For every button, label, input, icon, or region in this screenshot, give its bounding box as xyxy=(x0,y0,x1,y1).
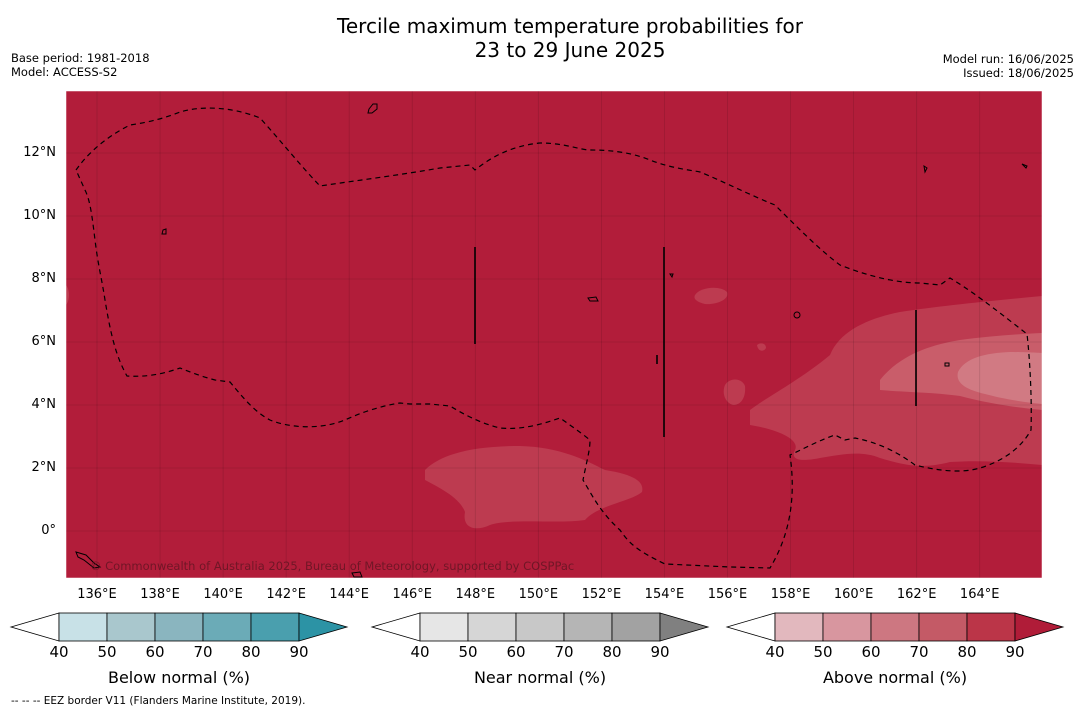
map-frame xyxy=(65,90,1043,579)
model-text: Model: ACCESS-S2 xyxy=(11,65,118,79)
colorbar-tick-label: 60 xyxy=(861,643,881,661)
colorbar-tick-label: 70 xyxy=(554,643,574,661)
longitude-tick-label: 158°E xyxy=(770,587,811,602)
colorbar-segment xyxy=(611,612,661,642)
colorbars xyxy=(9,612,1065,642)
longitude-tick-label: 150°E xyxy=(518,587,559,602)
colorbar-tick-label: 80 xyxy=(957,643,977,661)
island-1 xyxy=(367,103,378,114)
colorbar-title: Above normal (%) xyxy=(822,668,968,687)
colorbar-low-extension xyxy=(370,612,421,642)
island-5 xyxy=(75,551,102,569)
eez-footnote: -- -- -- EEZ border V11 (Flanders Marine… xyxy=(11,695,306,707)
colorbar-high-extension xyxy=(298,612,349,642)
longitude-tick-label: 144°E xyxy=(329,587,369,602)
shade-blob-2 xyxy=(723,379,746,405)
longitude-tick-label: 160°E xyxy=(833,587,874,602)
island-7 xyxy=(944,362,950,367)
colorbar-tick-label: 80 xyxy=(241,643,261,661)
shade-blob-1 xyxy=(694,287,728,305)
latitude-tick-label: 8°N xyxy=(31,271,57,286)
longitude-tick-label: 148°E xyxy=(455,587,496,602)
longitude-tick-label: 154°E xyxy=(644,587,685,602)
island-8 xyxy=(1021,163,1028,169)
colorbar-tick-label: 90 xyxy=(650,643,670,661)
colorbar-tick-label: 50 xyxy=(458,643,478,661)
colorbar-tick-label: 60 xyxy=(506,643,526,661)
colorbar-tick-label: 60 xyxy=(145,643,165,661)
longitude-tick-label: 162°E xyxy=(896,587,937,602)
latitude-tick-label: 12°N xyxy=(23,145,56,160)
island-2 xyxy=(161,228,167,235)
shade-east-3 xyxy=(957,352,1042,404)
colorbar-low-extension xyxy=(725,612,776,642)
colorbar-segment xyxy=(918,612,968,642)
longitude-tick-label: 152°E xyxy=(581,587,622,602)
colorbar-segment xyxy=(154,612,204,642)
island-10 xyxy=(669,273,674,279)
longitude-tick-label: 146°E xyxy=(392,587,433,602)
island-6 xyxy=(351,571,363,578)
longitude-tick-label: 140°E xyxy=(203,587,243,602)
shade-blob-3 xyxy=(757,343,766,351)
colorbar-segment xyxy=(58,612,108,642)
colorbar-high-extension xyxy=(659,612,710,642)
latitude-tick-label: 2°N xyxy=(31,460,57,475)
meta-right: Model run: 16/06/2025 Issued: 18/06/2025 xyxy=(943,52,1074,80)
colorbar-tick-label: 50 xyxy=(97,643,117,661)
model-run-text: Model run: 16/06/2025 xyxy=(942,52,1074,66)
issued-text: Issued: 18/06/2025 xyxy=(963,66,1074,80)
colorbar-segment xyxy=(870,612,920,642)
colorbar-title: Near normal (%) xyxy=(473,668,607,687)
colorbar-segment xyxy=(822,612,872,642)
colorbar-high-extension xyxy=(1014,612,1065,642)
colorbar-segment xyxy=(467,612,517,642)
colorbar-tick-label: 40 xyxy=(410,643,430,661)
island-9 xyxy=(923,164,928,174)
longitude-tick-label: 156°E xyxy=(707,587,748,602)
colorbar-tick-label: 90 xyxy=(1005,643,1025,661)
longitude-tick-label: 164°E xyxy=(959,587,1000,602)
colorbar-tick-label: 40 xyxy=(49,643,69,661)
colorbar-tick-label: 90 xyxy=(289,643,309,661)
colorbar-tick-label: 70 xyxy=(193,643,213,661)
island-3 xyxy=(587,296,599,302)
map-title: Tercile maximum temperature probabilitie… xyxy=(0,14,1085,62)
colorbar-title: Below normal (%) xyxy=(107,668,251,687)
latitude-tick-label: 10°N xyxy=(23,208,56,223)
base-period-text: Base period: 1981-2018 xyxy=(11,51,150,65)
latitude-tick-label: 6°N xyxy=(31,334,57,349)
islands xyxy=(75,103,1028,578)
colorbar-segment xyxy=(563,612,613,642)
meta-left: Base period: 1981-2018 Model: ACCESS-S2 xyxy=(11,51,150,79)
colorbar-tick-label: 40 xyxy=(765,643,785,661)
island-4 xyxy=(793,311,801,319)
colorbar-segment xyxy=(515,612,565,642)
title-line-1: Tercile maximum temperature probabilitie… xyxy=(337,14,803,38)
colorbar-segment xyxy=(419,612,469,642)
colorbar-segment xyxy=(966,612,1016,642)
colorbar-low-extension xyxy=(9,612,60,642)
colorbar-tick-label: 80 xyxy=(602,643,622,661)
colorbar-tick-label: 70 xyxy=(909,643,929,661)
shade-west-edge xyxy=(66,285,69,305)
colorbar-segment xyxy=(202,612,252,642)
eez-border xyxy=(75,107,1032,569)
colorbar-tick-label: 50 xyxy=(813,643,833,661)
latitude-tick-label: 0° xyxy=(41,523,56,538)
title-line-2: 23 to 29 June 2025 xyxy=(474,38,666,62)
longitude-tick-label: 136°E xyxy=(77,587,117,602)
vertical-lines xyxy=(474,247,917,437)
shade-south xyxy=(425,446,643,529)
colorbar-segment xyxy=(774,612,824,642)
colorbar-segment xyxy=(250,612,300,642)
longitude-tick-label: 138°E xyxy=(140,587,180,602)
latitude-tick-label: 4°N xyxy=(31,397,57,412)
colorbar-segment xyxy=(106,612,156,642)
longitude-tick-label: 142°E xyxy=(266,587,306,602)
copyright-text: © Commonwealth of Australia 2025, Bureau… xyxy=(90,559,575,573)
